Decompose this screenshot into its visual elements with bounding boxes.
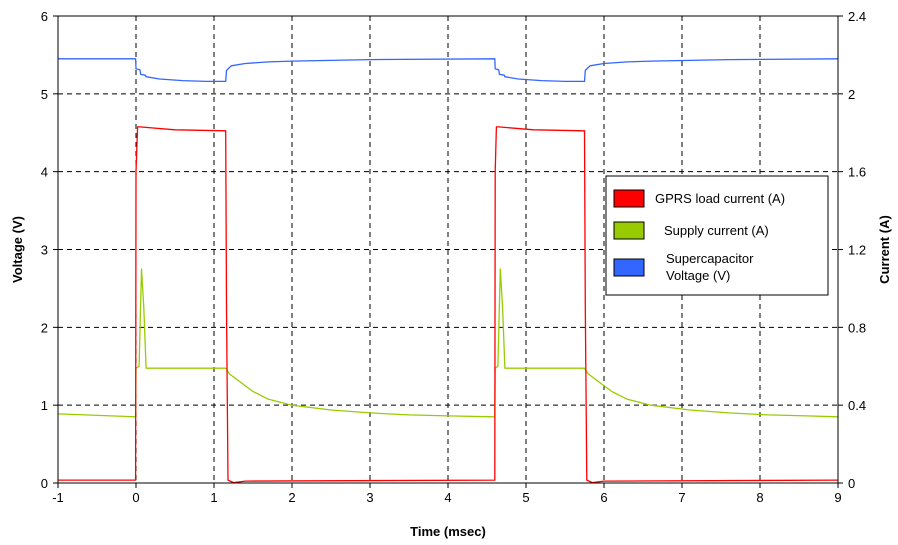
x-tick-label: 1 [210,490,217,505]
legend: GPRS load current (A) Supply current (A)… [605,175,829,296]
x-tick-label: 9 [834,490,841,505]
y2-tick-label: 0 [848,476,855,491]
x-axis-title: Time (msec) [410,524,486,539]
legend-label-gprs-load-current: GPRS load current (A) [655,191,785,206]
y-tick-label: 6 [41,9,48,24]
x-tick-label: 6 [600,490,607,505]
legend-swatch-supercapacitor-voltage [613,258,645,277]
x-tick-label: 3 [366,490,373,505]
series-line-gprs-load-current [58,126,839,484]
x-tick-label: 0 [132,490,139,505]
series-line-supply-current [57,268,839,418]
x-tick-label: 5 [522,490,529,505]
legend-swatch-gprs-load-current [613,189,645,208]
y-tick-label: 3 [41,243,48,258]
y-tick-label: 1 [41,398,48,413]
x-tick-label: 4 [444,490,451,505]
legend-label-supercapacitor-voltage: Supercapacitor Voltage (V) [666,251,754,283]
series-line-supercapacitor-voltage [58,58,839,83]
series-layer [57,58,839,484]
y2-axis-title: Current (A) [877,215,892,284]
y2-tick-label: 0.4 [848,398,866,413]
x-tick-label: 7 [678,490,685,505]
x-tick-label: 8 [756,490,763,505]
y-tick-label: 5 [41,87,48,102]
y2-tick-label: 1.2 [848,243,866,258]
y-tick-label: 0 [41,476,48,491]
legend-swatch-supply-current [613,221,645,240]
x-tick-label: -1 [52,490,64,505]
y2-tick-label: 2.4 [848,9,866,24]
legend-label-supply-current: Supply current (A) [664,223,769,238]
y-axis-title: Voltage (V) [10,216,25,283]
x-tick-label: 2 [288,490,295,505]
y2-tick-label: 1.6 [848,165,866,180]
y-tick-label: 2 [41,320,48,335]
y2-tick-label: 2 [848,87,855,102]
y-tick-label: 4 [41,165,48,180]
y2-tick-label: 0.8 [848,320,866,335]
